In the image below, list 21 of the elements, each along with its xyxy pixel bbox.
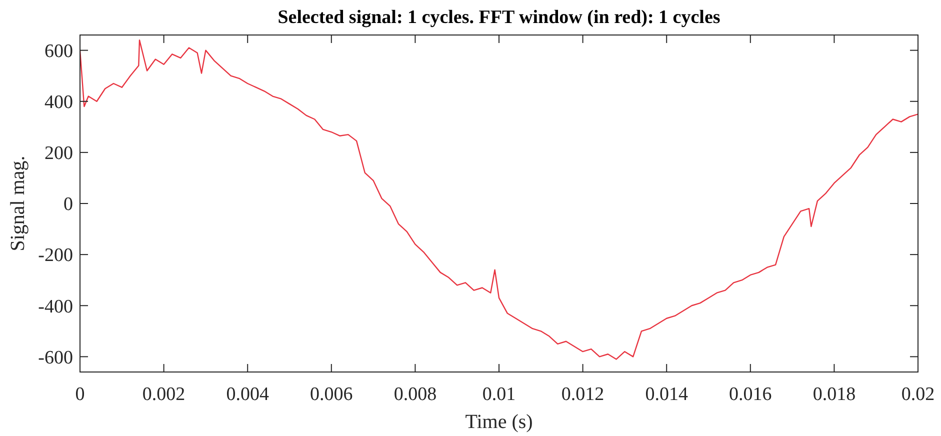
chart-title: Selected signal: 1 cycles. FFT window (in red): 1 cycles xyxy=(278,7,720,28)
y-tick-label: 600 xyxy=(44,40,73,62)
y-tick-label: -600 xyxy=(38,347,73,368)
line-series xyxy=(80,40,918,360)
x-tick-label: 0.006 xyxy=(310,384,353,405)
x-tick-label: 0.014 xyxy=(645,384,688,405)
x-tick-label: 0.004 xyxy=(226,384,270,405)
y-tick-label: 400 xyxy=(44,92,73,114)
y-tick-label: -200 xyxy=(38,245,73,266)
x-axis-title: Time (s) xyxy=(465,411,533,433)
x-tick-label: 0.016 xyxy=(729,384,772,405)
x-tick-label: 0.012 xyxy=(561,384,604,405)
x-tick-label: 0.008 xyxy=(394,384,437,405)
y-tick-label: -400 xyxy=(38,296,73,318)
y-tick-label: 200 xyxy=(44,143,73,164)
x-tick-label: 0.01 xyxy=(482,384,516,405)
y-tick-label: 0 xyxy=(64,194,73,216)
x-tick-label: 0.002 xyxy=(142,384,186,405)
x-tick-label: 0.02 xyxy=(901,384,935,405)
y-axis-title: Signal mag. xyxy=(7,156,29,252)
x-tick-label: 0.018 xyxy=(812,384,856,405)
